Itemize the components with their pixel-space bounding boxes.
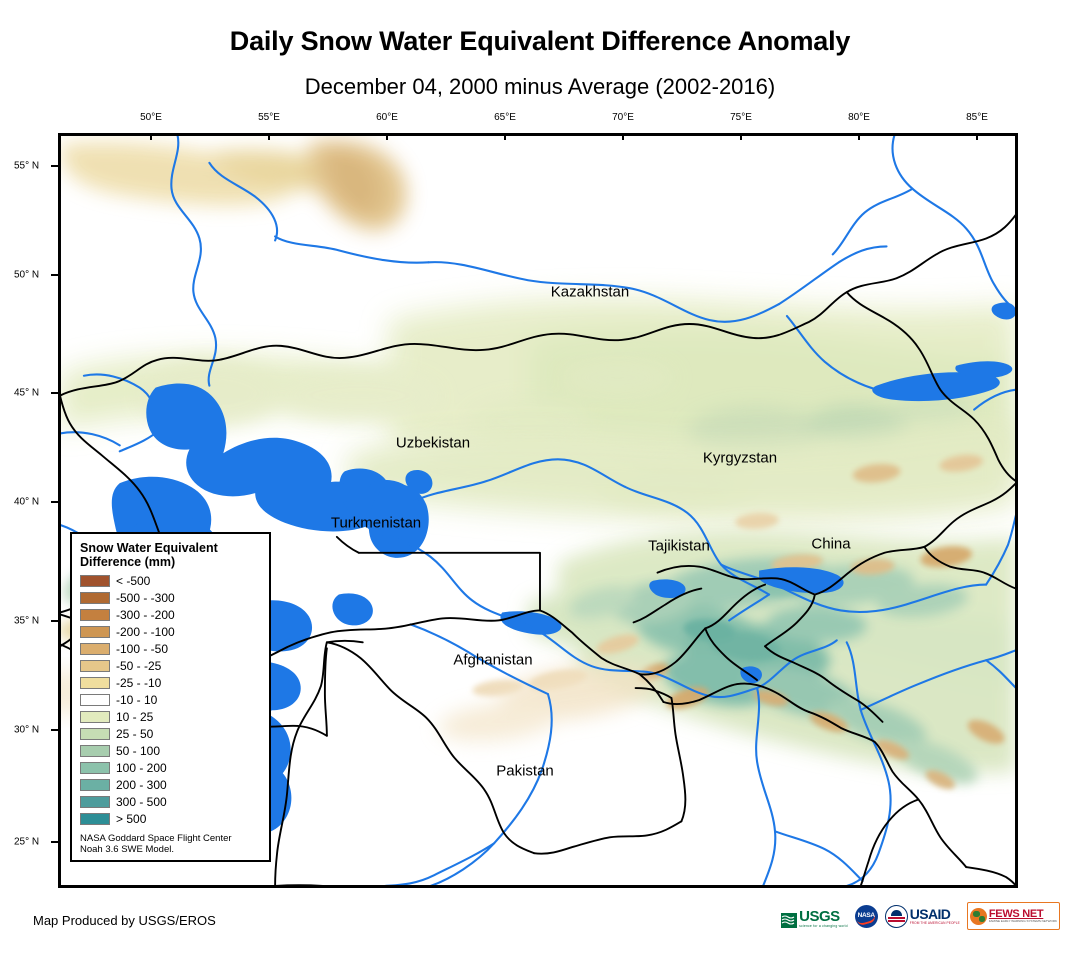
usaid-tagline: FROM THE AMERICAN PEOPLE	[909, 920, 960, 925]
latitude-tick	[51, 165, 59, 167]
legend-swatch	[80, 642, 110, 655]
legend-label: 200 - 300	[116, 777, 167, 792]
legend-row: -200 - -100	[80, 623, 262, 640]
legend-label: -100 - -50	[116, 641, 169, 656]
latitude-tick-label: 50° N	[14, 269, 40, 281]
longitude-tick	[150, 133, 152, 140]
latitude-tick-label: 40° N	[14, 496, 40, 508]
legend-row: 50 - 100	[80, 742, 262, 759]
legend-label: -300 - -200	[116, 607, 175, 622]
longitude-tick	[504, 133, 506, 140]
fews-tagline: FAMINE EARLY WARNING SYSTEMS NETWORK	[988, 918, 1057, 923]
usgs-tagline: science for a changing world	[799, 924, 848, 928]
legend-swatch	[80, 812, 110, 825]
latitude-tick-label: 35° N	[14, 615, 40, 627]
longitude-tick	[386, 133, 388, 140]
longitude-tick-label: 75°E	[730, 112, 752, 123]
legend-swatch	[80, 591, 110, 604]
legend-row: -10 - 10	[80, 691, 262, 708]
usaid-seal-icon	[884, 904, 908, 928]
legend-label: -200 - -100	[116, 624, 175, 639]
legend-swatch	[80, 727, 110, 740]
legend-row: -300 - -200	[80, 606, 262, 623]
fews-globe-icon	[969, 907, 987, 925]
legend-row: 300 - 500	[80, 793, 262, 810]
page-subtitle: December 04, 2000 minus Average (2002-20…	[304, 74, 776, 99]
legend-swatch	[80, 608, 110, 621]
legend-swatch	[80, 574, 110, 587]
legend-panel: Snow Water Equivalent Difference (mm) < …	[70, 532, 271, 862]
nasa-logo: NASA	[854, 904, 878, 928]
legend-row: -50 - -25	[80, 657, 262, 674]
usgs-wave-icon	[781, 913, 798, 928]
legend-swatch	[80, 761, 110, 774]
longitude-tick	[268, 133, 270, 140]
usgs-wordmark: USGS	[799, 908, 840, 925]
legend-swatch	[80, 659, 110, 672]
usgs-logo: USGS science for a changing world	[781, 904, 848, 928]
legend-swatch	[80, 676, 110, 689]
longitude-tick-label: 65°E	[494, 112, 516, 123]
legend-row: -500 - -300	[80, 589, 262, 606]
latitude-tick-label: 30° N	[14, 724, 40, 736]
legend-swatch	[80, 744, 110, 757]
legend-items: < -500 -500 - -300 -300 - -200 -200 - -100 -…	[80, 572, 262, 827]
legend-label: 50 - 100	[116, 743, 161, 758]
legend-row: -100 - -50	[80, 640, 262, 657]
legend-row: 200 - 300	[80, 776, 262, 793]
legend-label: 10 - 25	[116, 709, 154, 724]
longitude-tick-label: 85°E	[966, 112, 988, 123]
legend-label: 300 - 500	[116, 794, 167, 809]
nasa-wordmark: NASA	[857, 911, 876, 919]
legend-row: 25 - 50	[80, 725, 262, 742]
longitude-tick-label: 60°E	[376, 112, 398, 123]
legend-swatch	[80, 693, 110, 706]
latitude-tick-label: 45° N	[14, 387, 40, 399]
legend-row: > 500	[80, 810, 262, 827]
latitude-tick	[51, 501, 59, 503]
legend-label: -10 - 10	[116, 692, 158, 707]
legend-source-note: NASA Goddard Space Flight Center Noah 3.…	[80, 833, 232, 855]
legend-swatch	[80, 710, 110, 723]
longitude-tick	[622, 133, 624, 140]
latitude-tick	[51, 274, 59, 276]
legend-label: -50 - -25	[116, 658, 162, 673]
legend-swatch	[80, 625, 110, 638]
usaid-wordmark: USAID	[909, 905, 951, 922]
legend-row: 100 - 200	[80, 759, 262, 776]
legend-swatch	[80, 778, 110, 791]
longitude-tick	[858, 133, 860, 140]
agency-logo-strip: USGS science for a changing world NASA U…	[781, 902, 1060, 930]
legend-label: > 500	[116, 811, 147, 826]
latitude-tick	[51, 841, 59, 843]
legend-row: < -500	[80, 572, 262, 589]
longitude-tick	[976, 133, 978, 140]
legend-label: 25 - 50	[116, 726, 154, 741]
legend-title: Snow Water Equivalent Difference (mm)	[80, 541, 218, 569]
page-title: Daily Snow Water Equivalent Difference A…	[229, 26, 851, 56]
longitude-tick-label: 50°E	[140, 112, 162, 123]
fews-wordmark: FEWS NET	[988, 907, 1044, 920]
usaid-logo: USAID FROM THE AMERICAN PEOPLE	[884, 904, 960, 928]
latitude-tick	[51, 392, 59, 394]
latitude-tick-label: 55° N	[14, 160, 40, 172]
legend-row: -25 - -10	[80, 674, 262, 691]
latitude-tick	[51, 620, 59, 622]
latitude-tick-label: 25° N	[14, 836, 40, 848]
legend-label: 100 - 200	[116, 760, 167, 775]
legend-row: 10 - 25	[80, 708, 262, 725]
longitude-tick-label: 70°E	[612, 112, 634, 123]
legend-swatch	[80, 795, 110, 808]
legend-label: -500 - -300	[116, 590, 175, 605]
fews-net-logo: FEWS NET FAMINE EARLY WARNING SYSTEMS NE…	[966, 902, 1060, 930]
legend-label: -25 - -10	[116, 675, 162, 690]
longitude-tick	[740, 133, 742, 140]
country-borders	[60, 213, 1016, 886]
longitude-tick-label: 80°E	[848, 112, 870, 123]
legend-label: < -500	[116, 573, 151, 588]
longitude-tick-label: 55°E	[258, 112, 280, 123]
footer-credit: Map Produced by USGS/EROS	[33, 913, 216, 928]
latitude-tick	[51, 729, 59, 731]
